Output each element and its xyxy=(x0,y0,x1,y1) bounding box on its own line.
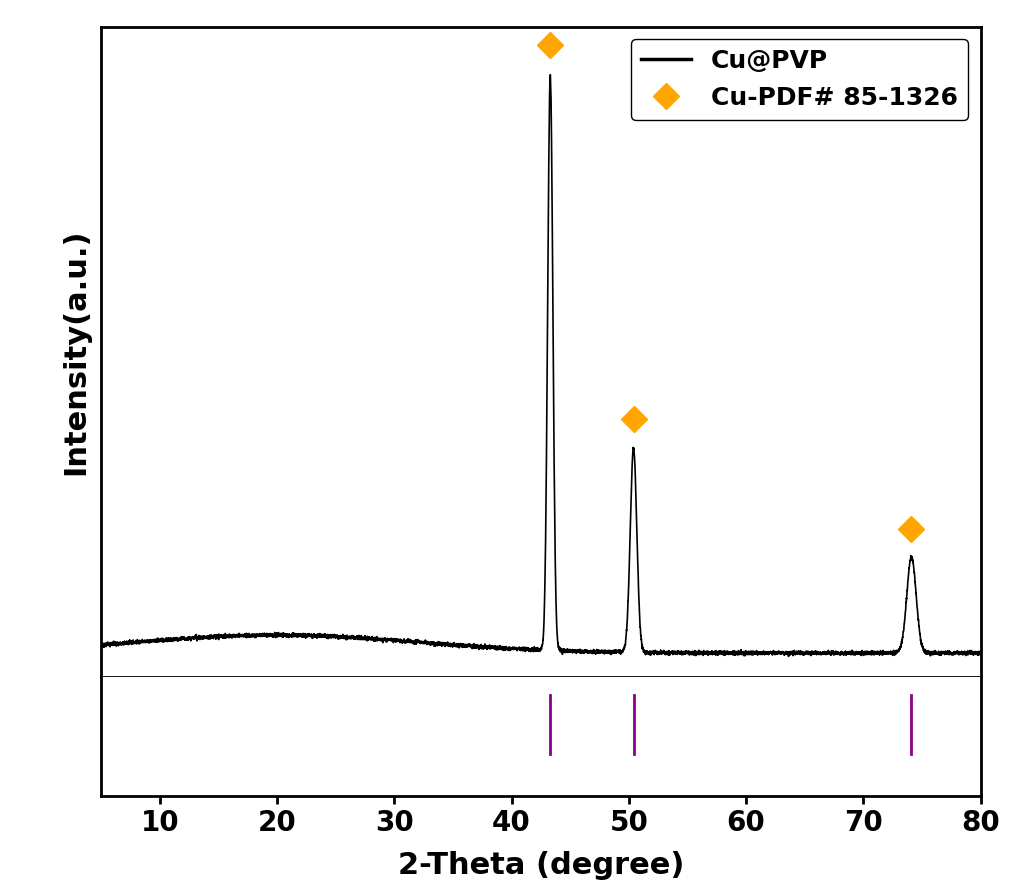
X-axis label: 2-Theta (degree): 2-Theta (degree) xyxy=(397,850,684,880)
Y-axis label: Intensity(a.u.): Intensity(a.u.) xyxy=(61,229,90,476)
Legend: Cu@PVP, Cu-PDF# 85-1326: Cu@PVP, Cu-PDF# 85-1326 xyxy=(631,39,969,119)
